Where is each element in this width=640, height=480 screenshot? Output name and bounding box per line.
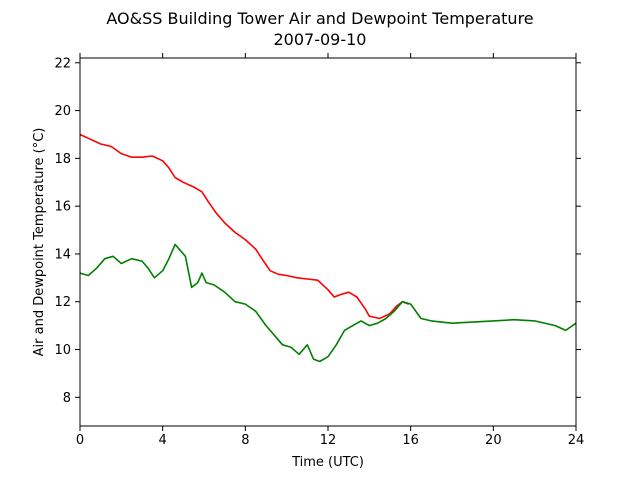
chart-subtitle: 2007-09-10 — [274, 30, 367, 49]
y-tick-label: 20 — [54, 104, 71, 119]
plot-frame — [79, 57, 577, 427]
y-tick-label: 22 — [54, 56, 71, 71]
y-tick-label: 14 — [54, 247, 71, 262]
y-axis-ticks: 8 10 12 14 16 18 20 22 — [54, 56, 581, 406]
y-axis-label: Air and Dewpoint Temperature (°C) — [32, 128, 47, 357]
x-tick-label: 0 — [76, 433, 84, 448]
x-tick-label: 24 — [568, 433, 585, 448]
x-tick-label: 20 — [485, 433, 502, 448]
x-tick-label: 4 — [159, 433, 167, 448]
x-axis-label: Time (UTC) — [291, 455, 364, 470]
y-tick-label: 18 — [54, 152, 71, 167]
series-line-1 — [79, 133, 409, 320]
y-tick-label: 16 — [54, 200, 71, 215]
x-tick-label: 8 — [241, 433, 249, 448]
series-layer — [79, 133, 577, 363]
y-tick-label: 8 — [63, 391, 71, 406]
chart-title: AO&SS Building Tower Air and Dewpoint Te… — [106, 9, 533, 28]
series-line-2 — [79, 243, 577, 363]
y-tick-label: 10 — [54, 343, 71, 358]
x-tick-label: 12 — [320, 433, 337, 448]
y-tick-label: 12 — [54, 295, 71, 310]
x-axis-ticks: 0 4 8 12 16 20 24 — [76, 53, 584, 448]
x-tick-label: 16 — [402, 433, 419, 448]
